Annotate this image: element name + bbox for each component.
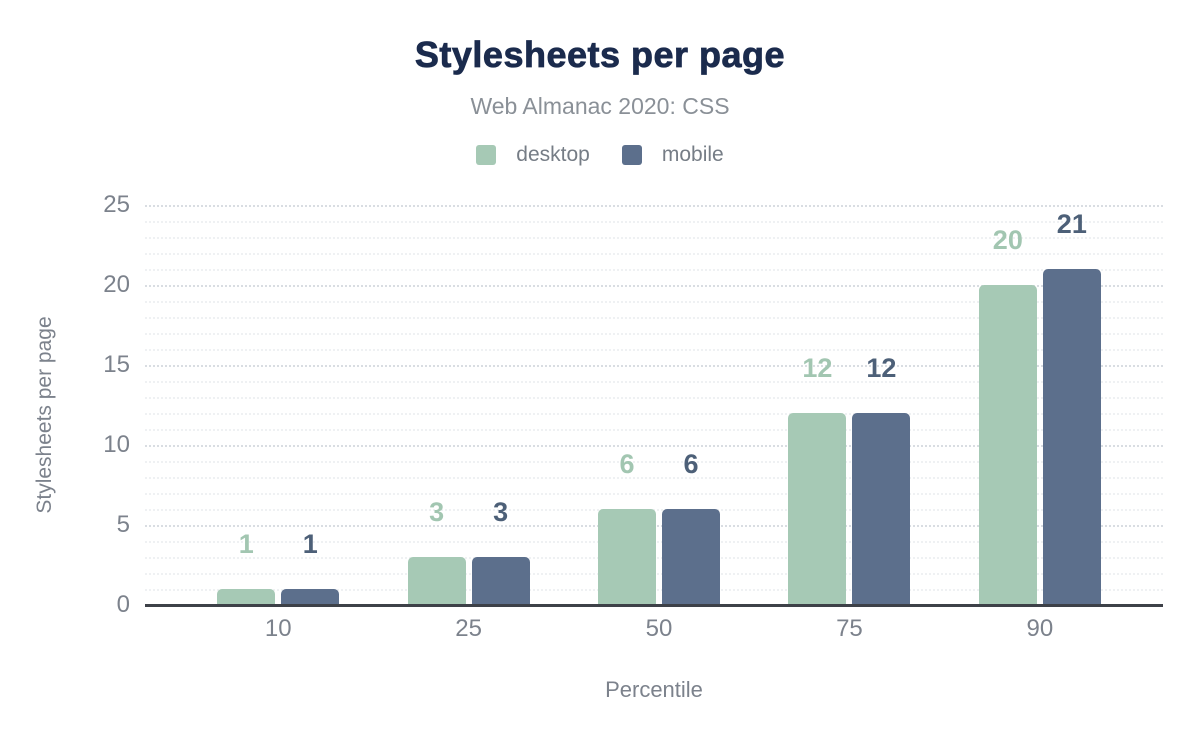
- minor-gridline-16: [145, 349, 1163, 351]
- major-gridline-20: [145, 285, 1163, 287]
- y-tick-20: 20: [103, 271, 130, 298]
- bar-value-label-mobile-p75: 12: [866, 353, 897, 383]
- y-tick-25: 25: [103, 191, 130, 218]
- bar-desktop-p50[interactable]: 6: [598, 449, 657, 605]
- bar-value-label-mobile-p10: 1: [302, 529, 318, 559]
- legend-swatch-desktop: [476, 145, 497, 165]
- x-tick-75: 75: [836, 615, 863, 642]
- x-tick-90: 90: [1026, 615, 1054, 642]
- minor-gridline-24: [145, 221, 1163, 223]
- legend-item-mobile: mobile: [621, 143, 724, 167]
- bar-mobile-p10[interactable]: 1: [281, 529, 340, 605]
- minor-gridline-7: [145, 493, 1163, 495]
- bar-mobile-p90[interactable]: 21: [1042, 209, 1101, 605]
- y-tick-5: 5: [116, 511, 130, 538]
- plot-area: 1 1 3 3 6 6 12 12 20 21: [145, 205, 1163, 607]
- y-tick-0: 0: [116, 591, 130, 618]
- bar-value-label-mobile-p90: 21: [1056, 209, 1087, 239]
- minor-gridline-18: [145, 317, 1163, 319]
- minor-gridline-17: [145, 333, 1163, 335]
- legend: desktop mobile: [0, 143, 1200, 167]
- minor-gridline-21: [145, 269, 1163, 271]
- bar-desktop-p10[interactable]: 1: [217, 529, 276, 605]
- major-gridline-25: [145, 205, 1163, 207]
- bar-groups: 1 1 3 3 6 6 12 12 20 21: [145, 205, 1163, 605]
- minor-gridline-8: [145, 477, 1163, 479]
- x-tick-10: 10: [264, 615, 292, 642]
- minor-gridline-22: [145, 253, 1163, 255]
- y-tick-10: 10: [103, 431, 130, 458]
- bar-value-label-desktop-p90: 20: [992, 225, 1023, 255]
- bar-value-label-mobile-p50: 6: [683, 449, 699, 479]
- legend-label-desktop: desktop: [516, 143, 590, 166]
- bar-mobile-p25[interactable]: 3: [471, 497, 530, 605]
- bar-group-p90: 20 21: [945, 209, 1135, 605]
- chart-title: Stylesheets per page: [414, 34, 786, 76]
- x-tick-50: 50: [645, 615, 673, 642]
- bar-value-label-desktop-p10: 1: [238, 529, 254, 559]
- bar-group-p75: 12 12: [754, 353, 944, 605]
- chart-subtitle: Web Almanac 2020: CSS: [470, 93, 730, 119]
- minor-gridline-19: [145, 301, 1163, 303]
- legend-swatch-mobile: [621, 145, 642, 165]
- bar-desktop-p25[interactable]: 3: [407, 497, 466, 605]
- major-gridline-15: [145, 365, 1163, 367]
- y-axis-title: Stylesheets per page: [33, 316, 56, 514]
- x-tick-25: 25: [455, 615, 482, 642]
- x-axis-ticks: 10 25 50 75 90: [145, 615, 1163, 643]
- legend-label-mobile: mobile: [661, 143, 724, 166]
- minor-gridline-9: [145, 461, 1163, 463]
- bar-value-label-mobile-p25: 3: [493, 497, 509, 527]
- minor-gridline-13: [145, 397, 1163, 399]
- major-gridline-10: [145, 445, 1163, 447]
- bar-value-label-desktop-p75: 12: [802, 353, 833, 383]
- bar-value-label-desktop-p25: 3: [429, 497, 445, 527]
- bar-mobile-p75[interactable]: 12: [852, 353, 911, 605]
- minor-gridline-11: [145, 429, 1163, 431]
- minor-gridline-12: [145, 413, 1163, 415]
- minor-gridline-23: [145, 237, 1163, 239]
- legend-item-desktop: desktop: [476, 143, 590, 167]
- x-axis-title: Percentile: [605, 677, 703, 702]
- bar-desktop-p75[interactable]: 12: [788, 353, 847, 605]
- x-axis-line: [145, 604, 1163, 607]
- bar-mobile-p50[interactable]: 6: [662, 449, 721, 605]
- minor-gridline-14: [145, 381, 1163, 383]
- y-tick-15: 15: [103, 351, 130, 378]
- bar-value-label-desktop-p50: 6: [619, 449, 635, 479]
- bar-desktop-p90[interactable]: 20: [978, 225, 1037, 605]
